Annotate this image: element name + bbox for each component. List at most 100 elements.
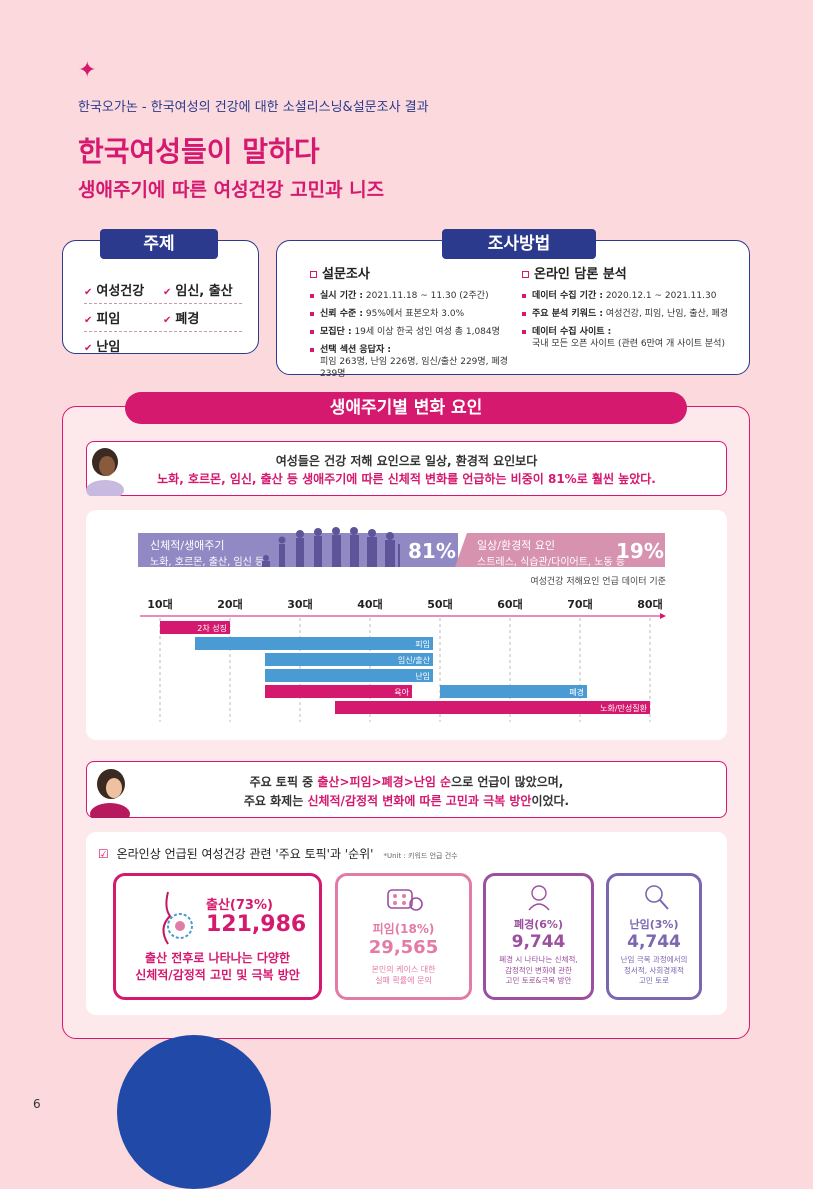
card-value: 121,986 bbox=[206, 912, 307, 937]
method-tab: 조사방법 bbox=[442, 229, 596, 259]
survey-item: 선택 섹션 응답자 : 피임 263명, 난임 226명, 임신/출산 229명,… bbox=[310, 344, 515, 380]
page-number: 6 bbox=[33, 1097, 41, 1111]
bar-label: 노화/만성질환 bbox=[600, 703, 647, 713]
banner-daily: 일상/환경적 요인 스트레스, 식습관/다이어트, 노동 등 bbox=[455, 533, 665, 567]
star-icon: ✦ bbox=[78, 58, 97, 83]
bar-label: 폐경 bbox=[569, 687, 584, 697]
timeline-bar bbox=[440, 685, 587, 698]
survey-item: 모집단 : 19세 이상 한국 성인 여성 총 1,084명 bbox=[310, 326, 515, 338]
check-icon: ✔ bbox=[84, 287, 93, 298]
page-title: 한국여성들이 말하다 bbox=[78, 135, 320, 168]
pregnant-icon bbox=[162, 891, 193, 945]
woman-avatar-icon bbox=[90, 769, 130, 818]
timeline-bar bbox=[265, 653, 433, 666]
online-item: 주요 분석 키워드 : 여성건강, 피임, 난임, 출산, 폐경 bbox=[522, 308, 742, 320]
x-tick-label: 50대 bbox=[427, 597, 452, 611]
x-tick-label: 10대 bbox=[147, 597, 172, 611]
checkbox-icon: ☑ bbox=[98, 847, 109, 861]
x-tick-label: 80대 bbox=[637, 597, 662, 611]
card-description: 난임 극복 과정에서의 정서적, 사회경제적 고민 토로 bbox=[620, 955, 688, 985]
percent-daily: 19% bbox=[616, 539, 664, 563]
topic-tab: 주제 bbox=[100, 229, 218, 259]
topic-item: ✔ 임신, 출산 bbox=[163, 284, 233, 299]
life-stage-silhouettes-icon bbox=[262, 527, 400, 567]
banner-title: 신체적/생애주기 bbox=[150, 539, 225, 552]
x-tick-label: 40대 bbox=[357, 597, 382, 611]
decorative-circle bbox=[117, 1035, 271, 1189]
supertitle: 한국오가논 - 한국여성의 건강에 대한 소셜리스닝&설문조사 결과 bbox=[78, 100, 429, 115]
card-label: 피임(18%) bbox=[372, 922, 435, 936]
check-icon: ✔ bbox=[163, 315, 172, 326]
chart-note: 여성건강 저해요인 언급 데이터 기준 bbox=[530, 577, 666, 587]
page-subtitle: 생애주기에 따른 여성건강 고민과 니즈 bbox=[78, 179, 385, 201]
axis-arrow-icon bbox=[660, 613, 666, 619]
online-heading: 온라인 담론 분석 bbox=[522, 266, 742, 284]
x-tick-label: 20대 bbox=[217, 597, 242, 611]
section-title: 생애주기별 변화 요인 bbox=[125, 392, 687, 424]
topic-row: ✔ 난임 bbox=[84, 332, 242, 359]
survey-heading: 설문조사 bbox=[310, 266, 515, 284]
survey-column: 설문조사 실시 기간 : 2021.11.18 ~ 11.30 (2주간) 신뢰… bbox=[310, 266, 515, 386]
bar-label: 육아 bbox=[394, 687, 409, 697]
card-value: 29,565 bbox=[368, 937, 439, 958]
topic-item: ✔ 난임 bbox=[84, 340, 121, 355]
topic-item: ✔ 여성건강 bbox=[84, 284, 145, 299]
quote-box-1: 여성들은 건강 저해 요인으로 일상, 환경적 요인보다 노화, 호르몬, 임신… bbox=[86, 441, 727, 496]
x-tick-label: 30대 bbox=[287, 597, 312, 611]
pill-pack-icon bbox=[387, 889, 423, 911]
x-tick-label: 60대 bbox=[497, 597, 522, 611]
topic-row: ✔ 여성건강 ✔ 임신, 출산 bbox=[84, 276, 242, 304]
card-menopause: 폐경(6%) 9,744 폐경 시 나타나는 신체적, 감정적인 변화에 관한 … bbox=[483, 873, 594, 1000]
bar-label: 2차 성징 bbox=[197, 623, 227, 633]
timeline-bar bbox=[195, 637, 433, 650]
unit-note: *Unit : 키워드 언급 건수 bbox=[383, 852, 458, 860]
timeline-bar bbox=[160, 621, 230, 634]
topic-row: ✔ 피임 ✔ 폐경 bbox=[84, 304, 242, 332]
topic-item: ✔ 폐경 bbox=[163, 312, 200, 327]
topic-item: ✔ 피임 bbox=[84, 312, 121, 327]
square-icon bbox=[522, 271, 529, 278]
banner-sub: 스트레스, 식습관/다이어트, 노동 등 bbox=[477, 557, 626, 568]
timeline-bar bbox=[265, 669, 433, 682]
timeline-bar bbox=[335, 701, 650, 714]
check-icon: ✔ bbox=[84, 343, 93, 354]
check-icon: ✔ bbox=[163, 287, 172, 298]
check-icon: ✔ bbox=[84, 315, 93, 326]
x-tick-label: 70대 bbox=[567, 597, 592, 611]
card-description: 폐경 시 나타나는 신체적, 감정적인 변화에 관한 고민 토로&극복 방안 bbox=[499, 955, 578, 985]
card-description: 본인의 케이스 대한 실패 확률에 문의 bbox=[371, 965, 436, 986]
card-birth: 출산(73%) 121,986 출산 전후로 나타나는 다양한 신체적/감정적 … bbox=[113, 873, 322, 1000]
banner-sub: 노화, 호르몬, 출산, 임신 등 bbox=[150, 557, 265, 568]
percent-physical: 81% bbox=[408, 539, 456, 563]
woman-avatar-icon bbox=[86, 448, 124, 496]
card-label: 난임(3%) bbox=[629, 918, 679, 931]
bar-label: 임신/출산 bbox=[398, 655, 431, 665]
distressed-woman-icon bbox=[528, 885, 550, 911]
card-contraception: 피임(18%) 29,565 본인의 케이스 대한 실패 확률에 문의 bbox=[335, 873, 472, 1000]
survey-item: 실시 기간 : 2021.11.18 ~ 11.30 (2주간) bbox=[310, 290, 515, 302]
bar-label: 난임 bbox=[415, 672, 430, 681]
card-infertility: 난임(3%) 4,744 난임 극복 과정에서의 정서적, 사회경제적 고민 토… bbox=[606, 873, 702, 1000]
quote-line: 주요 토픽 중 출산>피임>폐경>난임 순으로 언급이 많았으며, bbox=[249, 775, 564, 789]
ranking-title: ☑ 온라인상 언급된 여성건강 관련 '주요 토픽'과 '순위' *Unit : … bbox=[98, 847, 458, 861]
lifecycle-timeline-chart: 10대 20대 30대 40대 50대 60대 70대 80대 2차 성징피임임신/출산난임육아… bbox=[140, 597, 666, 722]
timeline-bar bbox=[265, 685, 412, 698]
topic-box bbox=[62, 240, 259, 354]
online-column: 온라인 담론 분석 데이터 수집 기간 : 2020.12.1 ~ 2021.1… bbox=[522, 266, 742, 356]
quote-box-2: 주요 토픽 중 출산>피임>폐경>난임 순으로 언급이 많았으며, 주요 화제는… bbox=[86, 761, 727, 818]
banner-title: 일상/환경적 요인 bbox=[477, 539, 556, 552]
topic-list: ✔ 여성건강 ✔ 임신, 출산 ✔ 피임 ✔ 폐경 ✔ 난임 bbox=[84, 276, 242, 359]
card-description: 출산 전후로 나타나는 다양한 신체적/감정적 고민 및 극복 방안 bbox=[135, 951, 300, 982]
quote-line: 여성들은 건강 저해 요인으로 일상, 환경적 요인보다 bbox=[275, 454, 538, 468]
bar-label: 피임 bbox=[415, 640, 430, 649]
method-box bbox=[276, 240, 750, 375]
magnifier-icon bbox=[645, 885, 669, 910]
online-item: 데이터 수집 기간 : 2020.12.1 ~ 2021.11.30 bbox=[522, 290, 742, 302]
card-value: 9,744 bbox=[511, 932, 566, 952]
card-label: 폐경(6%) bbox=[514, 918, 563, 931]
quote-line: 주요 화제는 신체적/감정적 변화에 따른 고민과 극복 방안이었다. bbox=[243, 794, 570, 809]
square-icon bbox=[310, 271, 317, 278]
card-label: 출산(73%) bbox=[206, 898, 273, 913]
online-item: 데이터 수집 사이트 : 국내 모든 오픈 사이트 (관련 6만여 개 사이트 분… bbox=[522, 326, 742, 350]
card-value: 4,744 bbox=[627, 932, 681, 952]
